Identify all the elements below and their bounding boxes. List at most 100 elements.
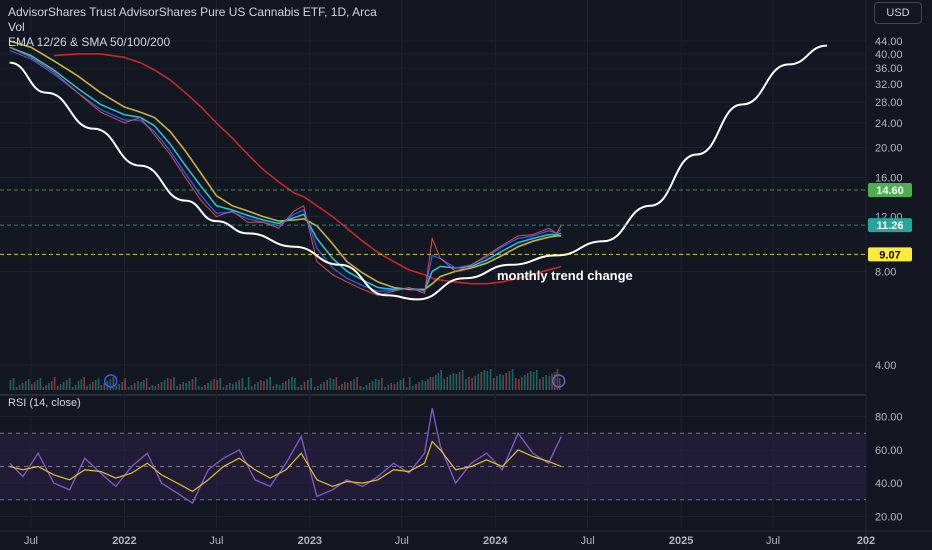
- volume-bar: [511, 369, 514, 390]
- volume-bar: [429, 377, 432, 390]
- volume-bar: [201, 387, 203, 390]
- volume-bar: [461, 370, 464, 390]
- volume-bar: [434, 375, 437, 390]
- volume-bar: [521, 377, 523, 390]
- volume-bar: [359, 386, 362, 390]
- y-tick-label: 28.00: [875, 97, 903, 109]
- volume-bar: [381, 378, 383, 390]
- volume-bar: [421, 380, 424, 390]
- volume-bar: [390, 383, 393, 390]
- volume-bar: [140, 382, 142, 390]
- volume-bar: [408, 377, 411, 390]
- volume-bar: [62, 382, 65, 390]
- volume-bar: [65, 380, 68, 390]
- volume-bar: [489, 369, 492, 390]
- volume-bar: [353, 379, 355, 390]
- volume-bar: [432, 377, 434, 390]
- volume-bar: [167, 378, 169, 390]
- dividend-marker[interactable]: [103, 374, 118, 388]
- volume-bar: [225, 385, 228, 390]
- volume-bar: [36, 380, 39, 390]
- volume-bar: [30, 384, 33, 390]
- y-tick-label: 32.00: [875, 79, 903, 91]
- volume-bar: [415, 384, 417, 390]
- currency-button[interactable]: USD: [874, 2, 922, 24]
- price-badge: [868, 183, 912, 198]
- volume-bar: [53, 377, 56, 390]
- volume-bar: [121, 382, 124, 390]
- volume-bar: [154, 386, 157, 390]
- rsi-y-tick-label: 60.00: [875, 445, 903, 457]
- volume-bar: [335, 377, 338, 390]
- price-levels: [0, 189, 866, 255]
- volume-bar: [474, 376, 476, 390]
- volume-bar: [424, 381, 427, 390]
- volume-bar: [502, 375, 504, 390]
- volume-bar: [480, 372, 483, 390]
- volume-bar: [222, 387, 225, 390]
- volume-bar: [127, 387, 130, 390]
- volume-bar: [548, 376, 551, 390]
- volume-bar: [160, 382, 163, 390]
- volume-bar: [458, 372, 461, 390]
- ma-legend: EMA 12/26 & SMA 50/100/200: [8, 35, 171, 49]
- rsi-ma-line: [9, 440, 562, 493]
- volume-bar: [545, 375, 548, 390]
- volume-bar: [39, 378, 42, 390]
- volume-bar: [300, 385, 303, 390]
- volume-bar: [405, 387, 408, 390]
- volume-bar: [74, 385, 77, 390]
- volume-bar: [323, 382, 325, 390]
- volume-bar: [556, 369, 559, 390]
- volume-bar: [440, 370, 442, 390]
- volume-bar: [238, 380, 241, 390]
- volume-bar: [492, 378, 495, 390]
- price-pane: [9, 40, 827, 301]
- volume-bar: [284, 381, 287, 390]
- volume-bar: [253, 384, 256, 390]
- volume-bar: [483, 370, 486, 390]
- volume-bar: [468, 377, 470, 390]
- volume-bar: [188, 381, 191, 390]
- volume-bar: [266, 379, 268, 390]
- rsi-legend: RSI (14, close): [8, 397, 81, 409]
- y-tick-label: 24.00: [875, 118, 903, 130]
- y-tick-label: 36.00: [875, 63, 903, 75]
- volume-bar: [542, 377, 544, 390]
- volume-bar: [341, 384, 343, 390]
- volume-bar: [535, 370, 538, 390]
- volume-bar: [241, 378, 244, 390]
- volume-bar: [197, 386, 200, 390]
- price-close-line: [9, 46, 562, 296]
- volume-bar: [529, 371, 532, 390]
- volume-bar: [191, 379, 194, 390]
- volume-bar: [89, 384, 91, 390]
- volume-bar: [558, 378, 561, 390]
- volume-bar: [97, 378, 100, 390]
- volume-bars: [9, 369, 561, 390]
- volume-bar: [213, 379, 215, 390]
- volume-bar: [216, 380, 218, 390]
- volume-bar: [443, 379, 446, 390]
- volume-bar: [452, 373, 455, 390]
- volume-bar: [368, 383, 371, 390]
- volume-bar: [449, 375, 452, 390]
- volume-bar: [508, 371, 511, 390]
- volume-bar: [320, 384, 322, 390]
- volume-bar: [112, 377, 115, 390]
- volume-bar: [151, 385, 154, 390]
- x-tick-label: Jul: [766, 535, 780, 547]
- y-tick-label: 8.00: [875, 266, 896, 278]
- volume-bar: [539, 379, 541, 390]
- event-marker[interactable]: [551, 374, 566, 388]
- volume-bar: [42, 387, 45, 390]
- volume-bar: [427, 379, 429, 390]
- volume-bar: [329, 378, 332, 390]
- sma50-line: [9, 40, 562, 291]
- volume-bar: [399, 380, 402, 390]
- rsi-y-tick-label: 80.00: [875, 412, 903, 424]
- volume-bar: [179, 384, 181, 390]
- x-tick-label: 2022: [112, 535, 136, 547]
- volume-bar: [24, 381, 27, 390]
